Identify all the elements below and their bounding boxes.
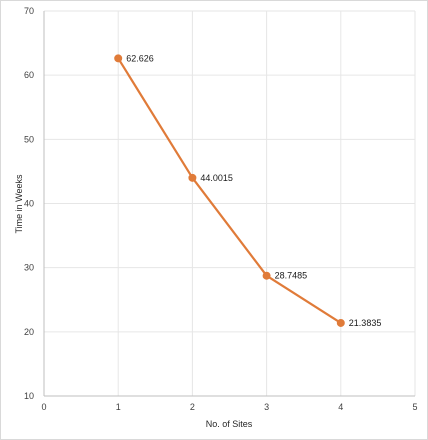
x-tick-label: 2 bbox=[190, 402, 195, 412]
series bbox=[114, 54, 345, 327]
y-tick-label: 60 bbox=[24, 70, 34, 80]
y-tick-label: 70 bbox=[24, 6, 34, 16]
data-point bbox=[262, 271, 271, 280]
grid-lines bbox=[44, 10, 416, 396]
x-axis-title: No. of Sites bbox=[206, 419, 253, 429]
tick-labels: 10 20 30 40 50 60 70 0 1 2 3 4 5 bbox=[24, 6, 418, 412]
y-tick-label: 10 bbox=[24, 391, 34, 401]
series-line bbox=[117, 57, 342, 324]
data-point bbox=[114, 54, 123, 63]
x-tick-label: 5 bbox=[412, 402, 417, 412]
axes bbox=[43, 11, 415, 397]
data-label: 28.7485 bbox=[275, 271, 308, 281]
y-axis-title: Time in Weeks bbox=[14, 174, 24, 234]
data-labels: 62.626 44.0015 28.7485 21.3835 bbox=[126, 53, 381, 328]
data-point bbox=[336, 318, 345, 327]
x-tick-label: 1 bbox=[116, 402, 121, 412]
y-tick-label: 20 bbox=[24, 327, 34, 337]
x-tick-label: 3 bbox=[264, 402, 269, 412]
data-point bbox=[188, 173, 197, 182]
data-label: 21.3835 bbox=[349, 318, 382, 328]
data-label: 62.626 bbox=[126, 53, 154, 63]
x-tick-label: 0 bbox=[41, 402, 46, 412]
y-tick-label: 40 bbox=[24, 199, 34, 209]
y-tick-label: 30 bbox=[24, 263, 34, 273]
y-tick-label: 50 bbox=[24, 134, 34, 144]
data-label: 44.0015 bbox=[200, 173, 233, 183]
x-tick-label: 4 bbox=[338, 402, 343, 412]
